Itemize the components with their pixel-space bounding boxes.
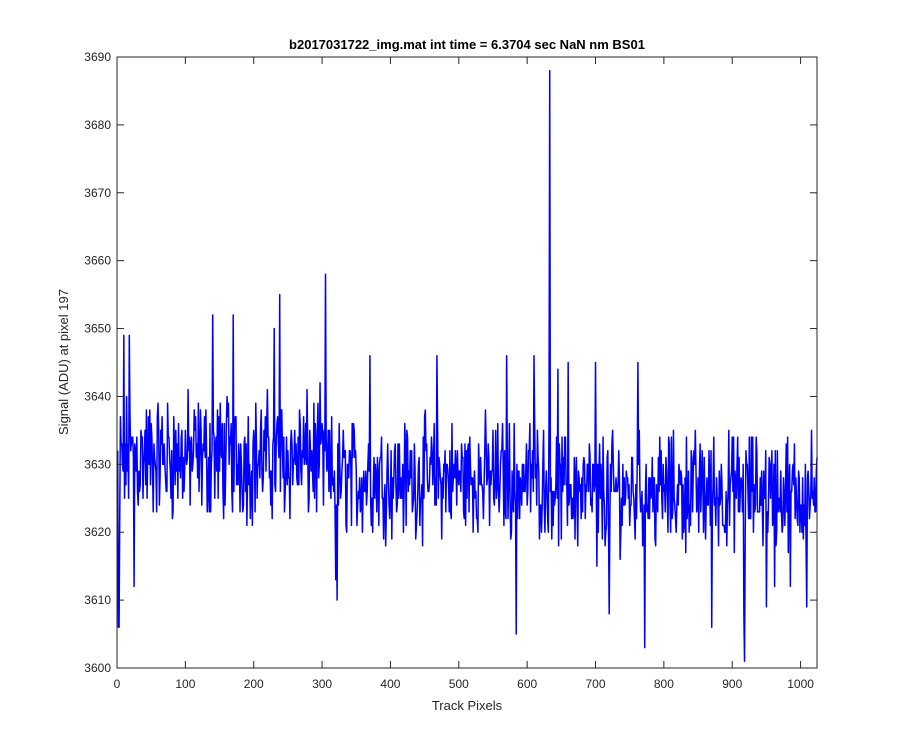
y-tick-label: 3620 [84, 525, 111, 539]
chart-title: b2017031722_img.mat int time = 6.3704 se… [289, 37, 645, 52]
x-axis-label: Track Pixels [432, 698, 503, 713]
y-tick-label: 3610 [84, 593, 111, 607]
x-tick-label: 700 [586, 677, 606, 691]
x-tick-label: 100 [175, 677, 195, 691]
series-line [116, 69, 818, 662]
x-axis-ticks: 0 100 200 300 400 500 600 700 800 900 1000 [114, 57, 814, 691]
y-tick-label: 3660 [84, 254, 111, 268]
y-axis-label: Signal (ADU) at pixel 197 [56, 289, 71, 435]
x-tick-label: 500 [449, 677, 469, 691]
y-tick-label: 3690 [84, 50, 111, 64]
x-tick-label: 600 [517, 677, 537, 691]
y-tick-label: 3650 [84, 322, 111, 336]
series-layer [116, 69, 818, 662]
x-tick-label: 1000 [787, 677, 814, 691]
y-tick-label: 3630 [84, 457, 111, 471]
x-tick-label: 300 [312, 677, 332, 691]
x-tick-label: 400 [380, 677, 400, 691]
y-tick-label: 3640 [84, 389, 111, 403]
y-tick-label: 3670 [84, 186, 111, 200]
y-tick-label: 3680 [84, 118, 111, 132]
axes-box [116, 56, 818, 669]
y-tick-label: 3600 [84, 661, 111, 675]
x-tick-label: 900 [722, 677, 742, 691]
y-axis-ticks: 3600 3610 3620 3630 3640 3650 3660 3670 3680 3690 [84, 50, 817, 675]
x-tick-label: 200 [244, 677, 264, 691]
x-tick-label: 800 [654, 677, 674, 691]
x-tick-label: 0 [114, 677, 121, 691]
